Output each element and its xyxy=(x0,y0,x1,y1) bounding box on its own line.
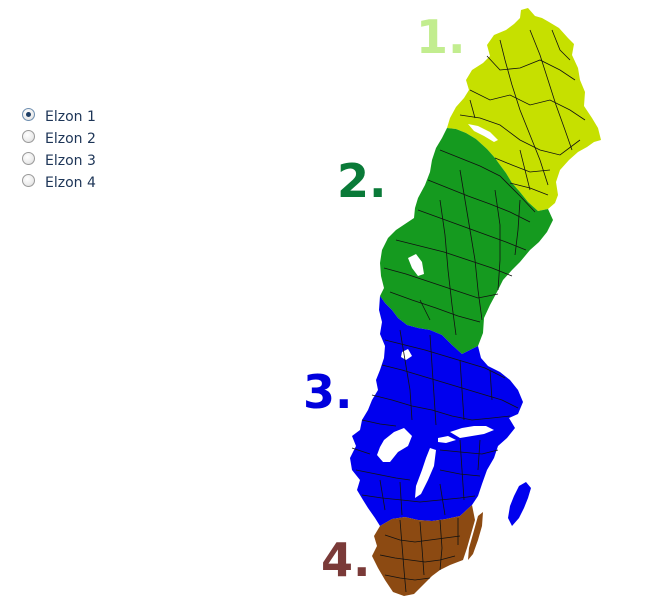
zone-2-number: 2. xyxy=(337,154,386,208)
zone-1-region[interactable] xyxy=(447,8,601,211)
municipality-borders xyxy=(351,29,586,593)
lake-storsjon xyxy=(408,254,424,276)
zone-radio-4[interactable] xyxy=(22,174,35,187)
oland-island[interactable] xyxy=(468,512,483,560)
zone-label-1: Elzon 1 xyxy=(45,109,96,125)
zone-3-number: 3. xyxy=(303,365,352,419)
zone-label-3: Elzon 3 xyxy=(45,153,96,169)
gotland-island[interactable] xyxy=(508,482,531,526)
zone-2-region[interactable] xyxy=(380,128,553,354)
lake-vattern xyxy=(415,448,436,498)
zone-1-number: 1. xyxy=(416,10,465,64)
lake-vanern xyxy=(377,428,412,462)
zone-radio-3[interactable] xyxy=(22,152,35,165)
zone-radio-2[interactable] xyxy=(22,130,35,143)
zone-label-4: Elzon 4 xyxy=(45,175,96,191)
lake-hjalmaren xyxy=(438,436,456,443)
zone-4-number: 4. xyxy=(321,533,370,587)
lake-malaren xyxy=(450,426,494,438)
zone-4-region[interactable] xyxy=(372,505,475,596)
lake-tornetrask xyxy=(468,124,498,142)
zone-radio-1[interactable] xyxy=(22,108,35,121)
zone-label-2: Elzon 2 xyxy=(45,131,96,147)
